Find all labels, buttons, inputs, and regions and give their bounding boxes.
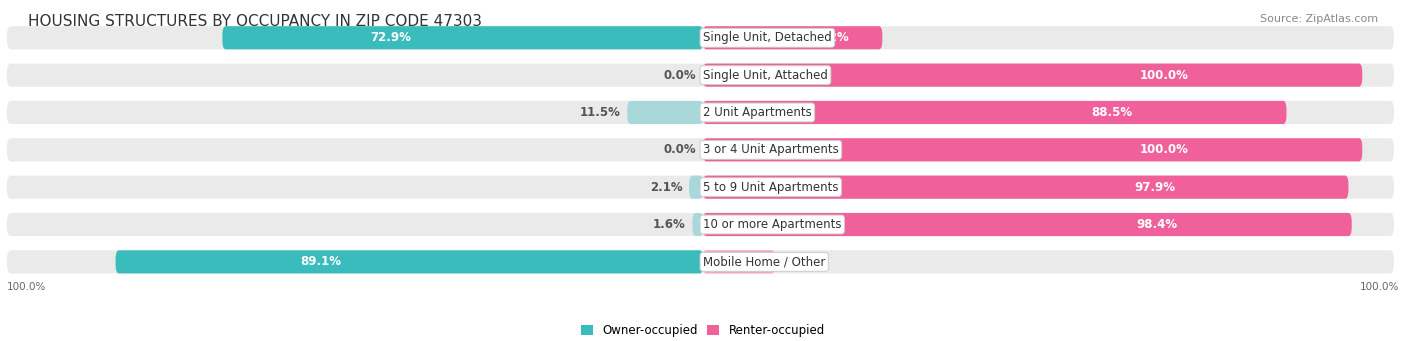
Text: HOUSING STRUCTURES BY OCCUPANCY IN ZIP CODE 47303: HOUSING STRUCTURES BY OCCUPANCY IN ZIP C… [28, 14, 482, 29]
Text: Single Unit, Detached: Single Unit, Detached [703, 31, 832, 44]
Text: 2 Unit Apartments: 2 Unit Apartments [703, 106, 811, 119]
Text: 10.9%: 10.9% [782, 255, 823, 268]
FancyBboxPatch shape [7, 176, 1393, 199]
Text: 89.1%: 89.1% [301, 255, 342, 268]
Text: 1.6%: 1.6% [654, 218, 686, 231]
FancyBboxPatch shape [703, 101, 1286, 124]
FancyBboxPatch shape [627, 101, 703, 124]
Text: Mobile Home / Other: Mobile Home / Other [703, 255, 825, 268]
Text: 100.0%: 100.0% [1140, 69, 1189, 81]
FancyBboxPatch shape [703, 26, 883, 49]
Text: 88.5%: 88.5% [1091, 106, 1132, 119]
FancyBboxPatch shape [7, 101, 1393, 124]
FancyBboxPatch shape [689, 176, 703, 199]
Text: 2.1%: 2.1% [650, 181, 682, 194]
FancyBboxPatch shape [7, 63, 1393, 87]
FancyBboxPatch shape [7, 213, 1393, 236]
FancyBboxPatch shape [703, 138, 1362, 161]
FancyBboxPatch shape [703, 250, 775, 273]
FancyBboxPatch shape [703, 176, 1348, 199]
FancyBboxPatch shape [7, 138, 1393, 161]
Text: 97.9%: 97.9% [1135, 181, 1175, 194]
FancyBboxPatch shape [7, 250, 1393, 273]
Text: 11.5%: 11.5% [579, 106, 620, 119]
FancyBboxPatch shape [703, 63, 1362, 87]
Text: 100.0%: 100.0% [1360, 282, 1399, 293]
FancyBboxPatch shape [692, 213, 703, 236]
Text: 0.0%: 0.0% [664, 69, 696, 81]
FancyBboxPatch shape [7, 26, 1393, 49]
Text: 10 or more Apartments: 10 or more Apartments [703, 218, 842, 231]
Text: 5 to 9 Unit Apartments: 5 to 9 Unit Apartments [703, 181, 838, 194]
Text: 3 or 4 Unit Apartments: 3 or 4 Unit Apartments [703, 143, 839, 156]
Text: 72.9%: 72.9% [370, 31, 411, 44]
FancyBboxPatch shape [222, 26, 703, 49]
Text: Single Unit, Attached: Single Unit, Attached [703, 69, 828, 81]
Text: 27.2%: 27.2% [808, 31, 849, 44]
Text: 100.0%: 100.0% [1140, 143, 1189, 156]
FancyBboxPatch shape [703, 213, 1351, 236]
Text: 98.4%: 98.4% [1136, 218, 1178, 231]
FancyBboxPatch shape [115, 250, 703, 273]
Text: 100.0%: 100.0% [7, 282, 46, 293]
Text: 0.0%: 0.0% [664, 143, 696, 156]
Legend: Owner-occupied, Renter-occupied: Owner-occupied, Renter-occupied [576, 320, 830, 341]
Text: Source: ZipAtlas.com: Source: ZipAtlas.com [1260, 14, 1378, 24]
